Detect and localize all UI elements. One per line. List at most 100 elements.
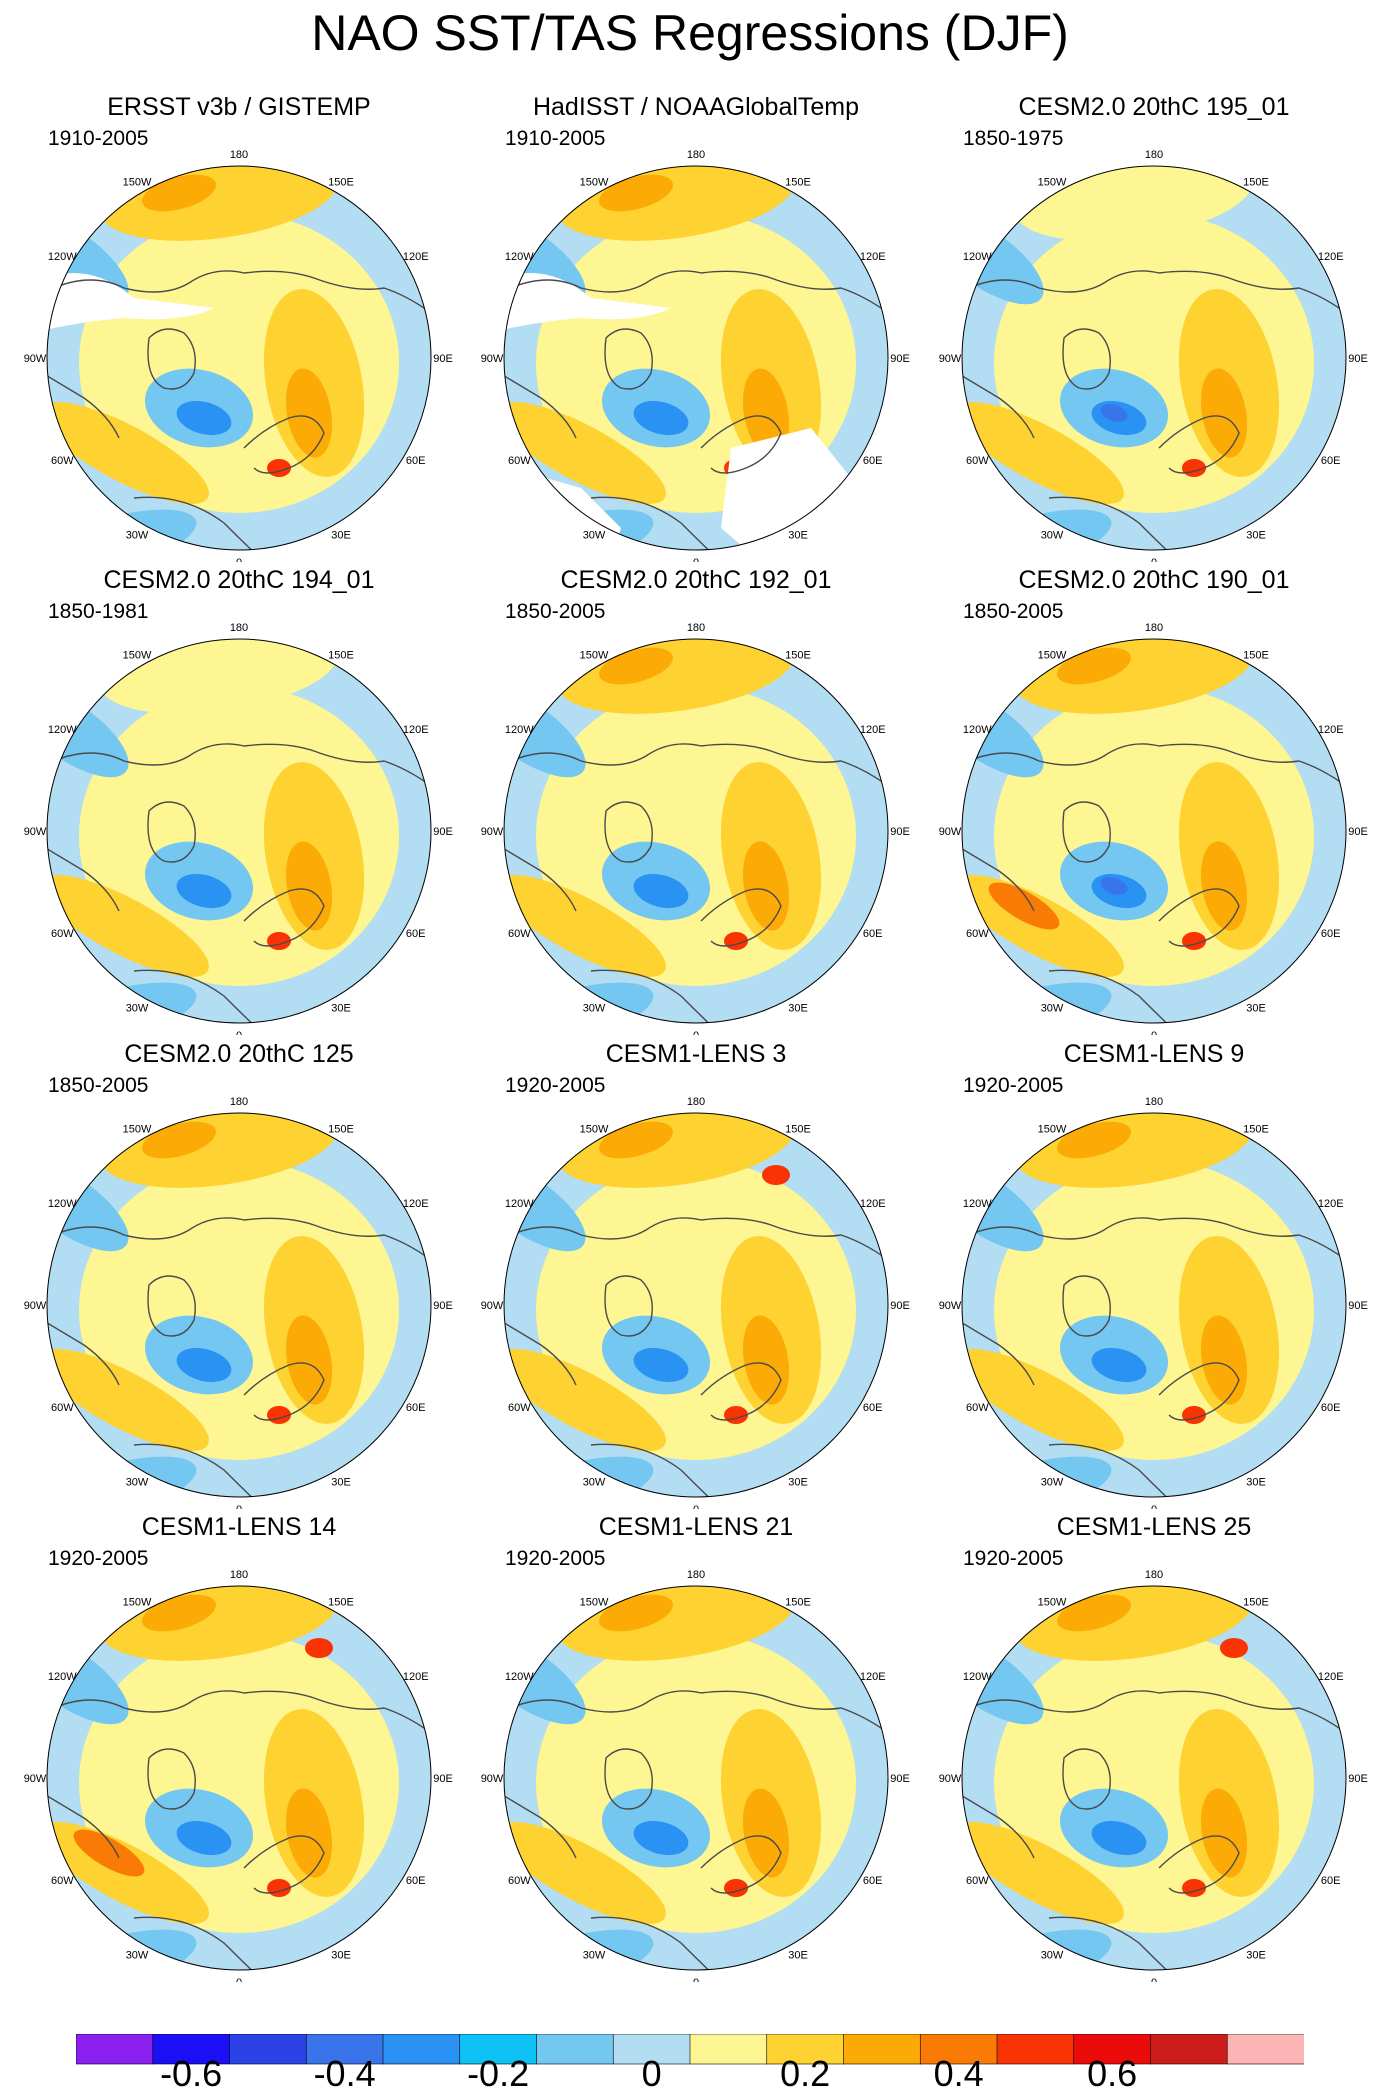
longitude-label: 60E: [1321, 455, 1341, 467]
panel-title: CESM1-LENS 3: [605, 1040, 787, 1068]
longitude-label: 150W: [580, 176, 609, 188]
longitude-label: 30E: [1246, 530, 1266, 542]
panel-period: 1850-2005: [963, 600, 1064, 623]
longitude-label: 90W: [939, 1773, 962, 1785]
longitude-label: 150E: [1243, 649, 1269, 661]
coast-europe: [243, 1835, 325, 1894]
coast-europe: [1158, 415, 1240, 474]
longitude-label: 120W: [505, 724, 534, 736]
longitude-label: 90E: [433, 353, 453, 365]
longitude-label: 0: [693, 1504, 699, 1509]
north-atlantic-warm: [962, 402, 1124, 504]
longitude-label: 30E: [331, 1003, 351, 1015]
map-field: [962, 639, 1346, 1023]
panel-title: HadISST / NOAAGlobalTemp: [532, 93, 860, 121]
longitude-label: 180: [1145, 149, 1163, 161]
eurasia-warm-core: [285, 368, 333, 458]
north-pacific-max: [599, 174, 673, 212]
longitude-label: 30W: [1041, 1950, 1064, 1962]
colorbar-swatch: [152, 2033, 231, 2065]
longitude-label: 120E: [860, 1198, 886, 1210]
longitude-label: 120W: [505, 1198, 534, 1210]
north-pacific-max: [142, 1594, 216, 1632]
pacific-hotspot: [305, 1638, 333, 1658]
coastlines: [47, 270, 431, 550]
longitude-label: 60W: [51, 1402, 74, 1414]
coast-north-america: [504, 743, 702, 772]
longitude-label: 0: [693, 557, 699, 562]
coast-north-america: [504, 1690, 702, 1719]
panel-period: 1850-2005: [48, 1074, 149, 1097]
colorbar-tick-label: 0.2: [780, 2053, 830, 2087]
panel-period: 1910-2005: [505, 127, 606, 150]
colorbar-swatch: [996, 2033, 1075, 2065]
map-outline: [503, 638, 889, 1024]
colorbar-svg: -0.6 -0.4 -0.2 0 0.2 0.4 0.6: [75, 2033, 1305, 2092]
longitude-label: 30E: [788, 1003, 808, 1015]
eurasia-warm-core: [742, 841, 790, 931]
map-field: [962, 166, 1346, 550]
longitude-label: 0: [236, 1504, 242, 1509]
longitude-label: 30W: [126, 1950, 149, 1962]
north-pacific-max: [1057, 1121, 1131, 1159]
coast-europe: [700, 1835, 782, 1894]
coast-asia-north: [243, 1690, 431, 1744]
polar-map: 180 150E 120E 90E 60E 30E 0 30W 60W 90W 120W 150W: [24, 1569, 453, 1982]
coast-greenland: [147, 801, 196, 863]
coast-europe: [700, 1362, 782, 1421]
figure-title: NAO SST/TAS Regressions (DJF): [311, 5, 1069, 61]
longitude-label: 90W: [481, 826, 504, 838]
longitude-label: 60W: [508, 928, 531, 940]
longitude-label: 150E: [785, 1123, 811, 1135]
longitude-label: 60W: [508, 1875, 531, 1887]
longitude-label: 60E: [406, 455, 426, 467]
map-outline: [961, 1112, 1347, 1498]
pacific-hotspot: [762, 1165, 790, 1185]
map-field: [504, 1113, 888, 1497]
coast-europe: [700, 415, 782, 474]
longitude-label: 150W: [1038, 1123, 1067, 1135]
polar-map: 180 150E 120E 90E 60E 30E 0 30W 60W 90W 120W 150W: [939, 1096, 1368, 1509]
longitude-label: 60W: [966, 1402, 989, 1414]
colorbar-swatch: [382, 2033, 461, 2065]
labrador-cool-core: [176, 1347, 232, 1383]
longitude-label: 150E: [328, 649, 354, 661]
pacific-hotspot: [1220, 1638, 1248, 1658]
coast-east-america: [504, 1787, 577, 1859]
longitude-label: 120W: [963, 1671, 992, 1683]
north-pacific-max: [1057, 647, 1131, 685]
map-field: [47, 166, 431, 550]
longitude-label: 0: [236, 557, 242, 562]
colorbar-swatch: [1226, 2033, 1305, 2065]
longitude-label: 180: [230, 1096, 248, 1108]
coast-north-america: [47, 743, 245, 772]
longitude-label: 120E: [860, 724, 886, 736]
longitude-label: 90E: [1348, 1773, 1368, 1785]
longitude-label: 150E: [785, 649, 811, 661]
longitude-label: 0: [1151, 1030, 1157, 1035]
map-panel: CESM2.0 20thC 192_01 1850-2005 180 150E 120E…: [471, 565, 921, 1035]
longitude-label: 150E: [785, 176, 811, 188]
coast-greenland: [1062, 801, 1111, 863]
map-panel: CESM1-LENS 25 1920-2005 180 150E 120E 90E 60E 3…: [929, 1512, 1379, 1982]
eurasia-warm-core: [1200, 368, 1248, 458]
panel-title: CESM1-LENS 25: [1056, 1513, 1252, 1541]
longitude-label: 150W: [580, 1596, 609, 1608]
north-pacific-max: [142, 1121, 216, 1159]
panel-title: CESM2.0 20thC 192_01: [560, 566, 832, 594]
longitude-label: 120E: [1318, 1198, 1344, 1210]
longitude-label: 120W: [505, 1671, 534, 1683]
longitude-label: 30E: [331, 1477, 351, 1489]
north-pacific-max: [599, 1121, 673, 1159]
north-atlantic-warm: [504, 402, 666, 504]
longitude-label: 90W: [939, 353, 962, 365]
map-panel: CESM1-LENS 3 1920-2005 180 150E 120E 90E 60E 30…: [471, 1039, 921, 1509]
longitude-label: 60E: [863, 928, 883, 940]
colorbar-swatch: [536, 2033, 615, 2065]
colorbar-swatch: [1150, 2033, 1229, 2065]
longitude-label: 60W: [966, 1875, 989, 1887]
coast-north-america: [47, 270, 245, 299]
colorbar-tick-label: -0.6: [160, 2053, 222, 2087]
eurasia-warm-core: [742, 1315, 790, 1405]
north-atlantic-max: [73, 1829, 145, 1877]
